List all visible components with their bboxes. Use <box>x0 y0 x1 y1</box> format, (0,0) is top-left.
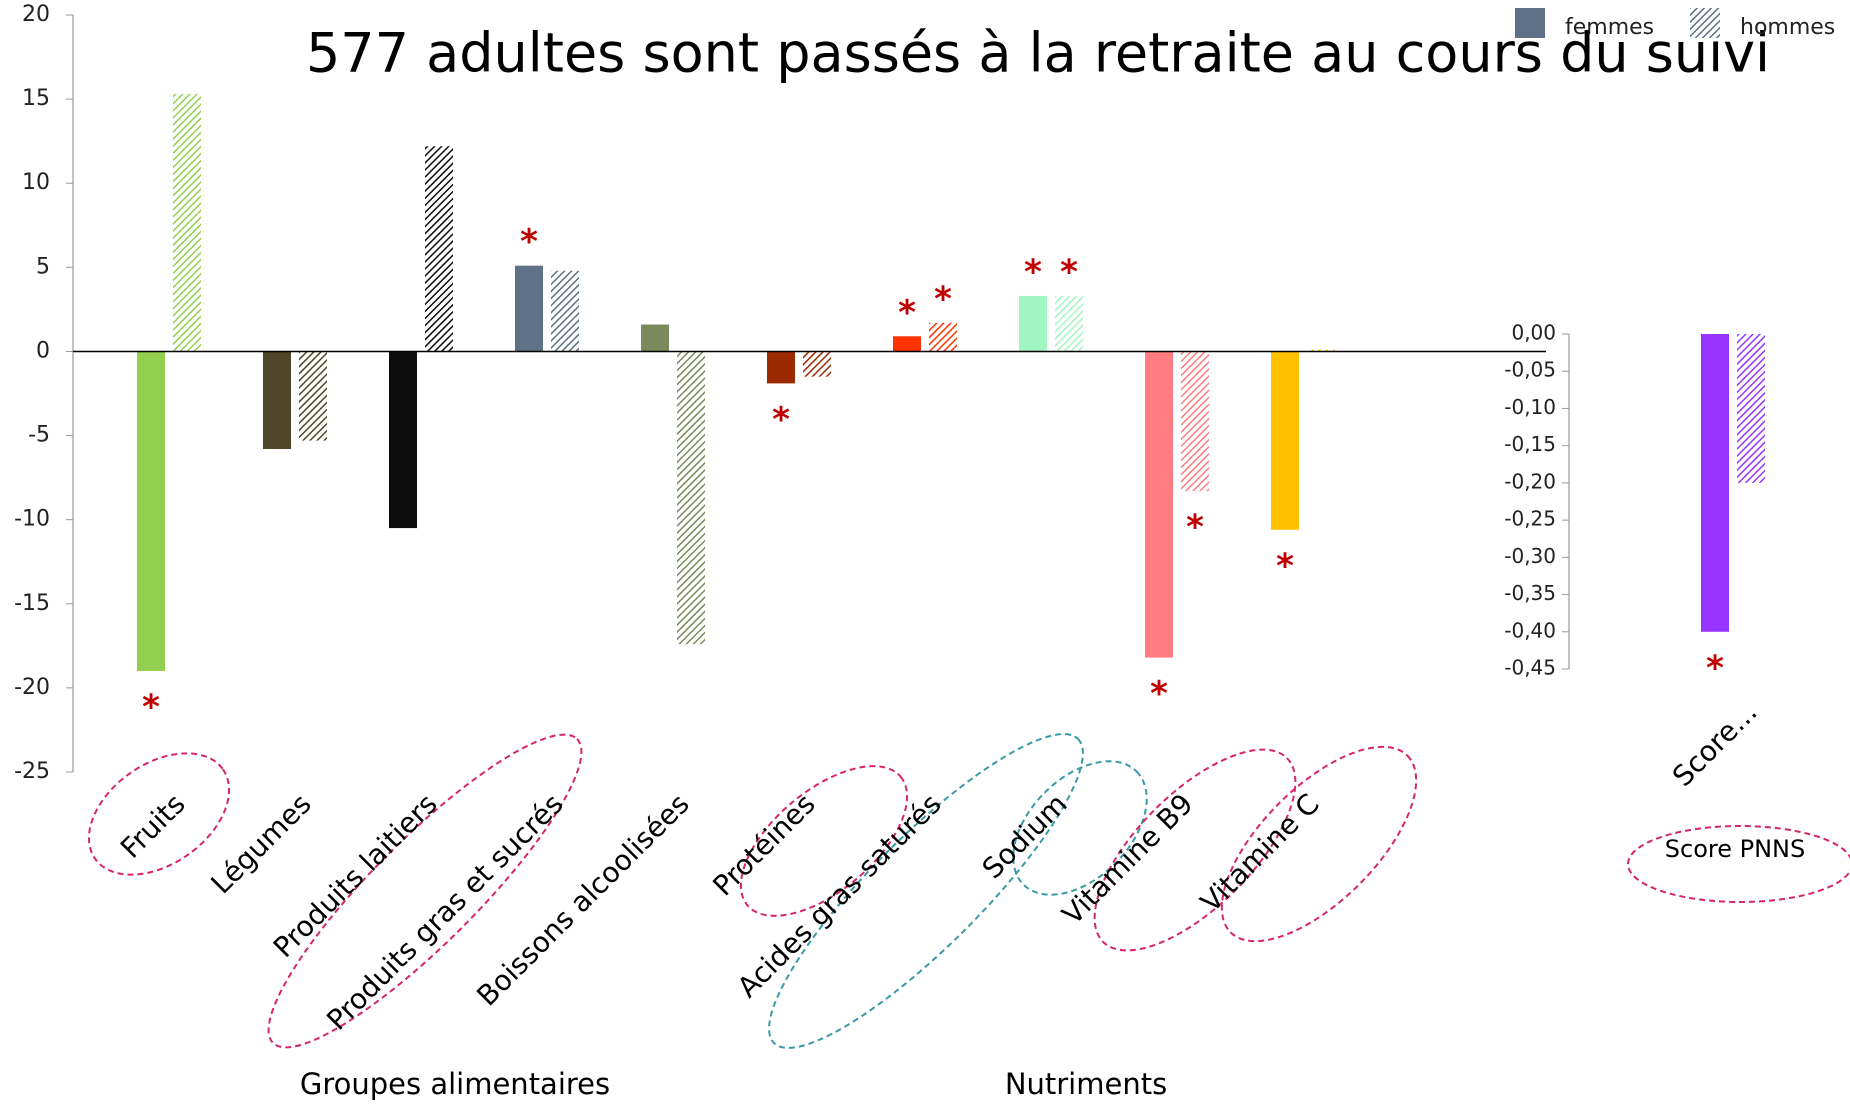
bar <box>893 336 921 352</box>
significance-mark: * <box>898 293 916 333</box>
significance-mark: * <box>1060 252 1078 292</box>
significance-mark: * <box>1150 674 1168 714</box>
y-tick-label: -0,20 <box>1504 469 1556 493</box>
bar <box>1271 351 1299 530</box>
bar <box>677 351 705 645</box>
ellipse <box>1093 748 1297 952</box>
bar <box>551 270 579 352</box>
x-tick-label: Fruits <box>114 787 192 865</box>
legend-label: femmes <box>1565 15 1654 40</box>
ellipse <box>1012 760 1148 896</box>
y-tick-label: -0,25 <box>1504 507 1556 531</box>
bar <box>1737 334 1765 483</box>
ellipse <box>87 752 231 876</box>
significance-mark: * <box>1706 648 1724 688</box>
y-tick-label: -0,35 <box>1504 581 1556 605</box>
y-tick-label: 15 <box>22 86 50 111</box>
legend-swatch <box>1690 8 1720 38</box>
x-tick-label: Acides gras saturés <box>731 787 948 1004</box>
y-tick-label: -5 <box>28 423 50 448</box>
y-tick-label: 10 <box>22 170 50 195</box>
bar <box>389 351 417 529</box>
ellipse <box>1627 825 1850 903</box>
significance-mark: * <box>1024 252 1042 292</box>
significance-mark: * <box>1276 546 1294 586</box>
y-tick-label: -0,40 <box>1504 618 1556 642</box>
bar <box>173 94 201 352</box>
bar <box>263 351 291 450</box>
significance-mark: * <box>142 688 160 728</box>
y-tick-label: 0,00 <box>1511 321 1556 345</box>
bar <box>1307 349 1335 352</box>
bar <box>137 351 165 672</box>
y-tick-label: -0,10 <box>1504 395 1556 419</box>
bar <box>1701 334 1729 632</box>
y-tick-label: -0,15 <box>1504 432 1556 456</box>
y-tick-label: -10 <box>14 507 50 532</box>
y-tick-label: 5 <box>36 254 50 279</box>
ellipse <box>739 765 909 917</box>
chart-title: 577 adultes sont passés à la retraite au… <box>306 22 1770 85</box>
x-tick-label: Vitamine B9 <box>1056 787 1200 931</box>
bar <box>425 146 453 352</box>
y-tick-label: -0,45 <box>1504 656 1556 680</box>
ellipse <box>267 733 583 1049</box>
x-tick-label: Protéines <box>706 787 821 902</box>
significance-mark: * <box>520 222 538 262</box>
bar <box>767 351 795 384</box>
y-tick-label: -20 <box>14 675 50 700</box>
significance-mark: * <box>1186 508 1204 548</box>
legend-swatch <box>1515 8 1545 38</box>
y-tick-label: -0,05 <box>1504 358 1556 382</box>
x-tick-label: Boissons alcoolisées <box>470 787 695 1012</box>
ellipse <box>1220 745 1418 943</box>
group-label: Groupes alimentaires <box>300 1067 610 1101</box>
y-tick-label: 20 <box>22 2 50 27</box>
bar <box>515 265 543 352</box>
bar <box>803 351 831 377</box>
x-tick-label: Score... <box>1666 695 1764 793</box>
bar <box>1019 295 1047 352</box>
significance-mark: * <box>772 400 790 440</box>
legend-label: hommes <box>1740 15 1835 40</box>
group-label: Nutriments <box>1005 1067 1167 1101</box>
x-tick-label: Produits gras et sucrés <box>320 787 569 1036</box>
x-tick-label: Vitamine C <box>1194 787 1325 918</box>
ellipse <box>768 733 1084 1049</box>
y-tick-label: -25 <box>14 759 50 784</box>
bar <box>1145 351 1173 658</box>
annotation: Score PNNS <box>1665 835 1805 863</box>
bar <box>929 322 957 352</box>
y-tick-label: 0 <box>36 338 50 363</box>
y-tick-label: -15 <box>14 591 50 616</box>
x-tick-label: Légumes <box>205 787 318 900</box>
bar <box>641 324 669 352</box>
bar <box>299 351 327 441</box>
bar <box>1181 351 1209 492</box>
bar <box>1055 295 1083 352</box>
significance-mark: * <box>934 279 952 319</box>
y-tick-label: -0,30 <box>1504 544 1556 568</box>
x-tick-label: Sodium <box>976 787 1074 885</box>
